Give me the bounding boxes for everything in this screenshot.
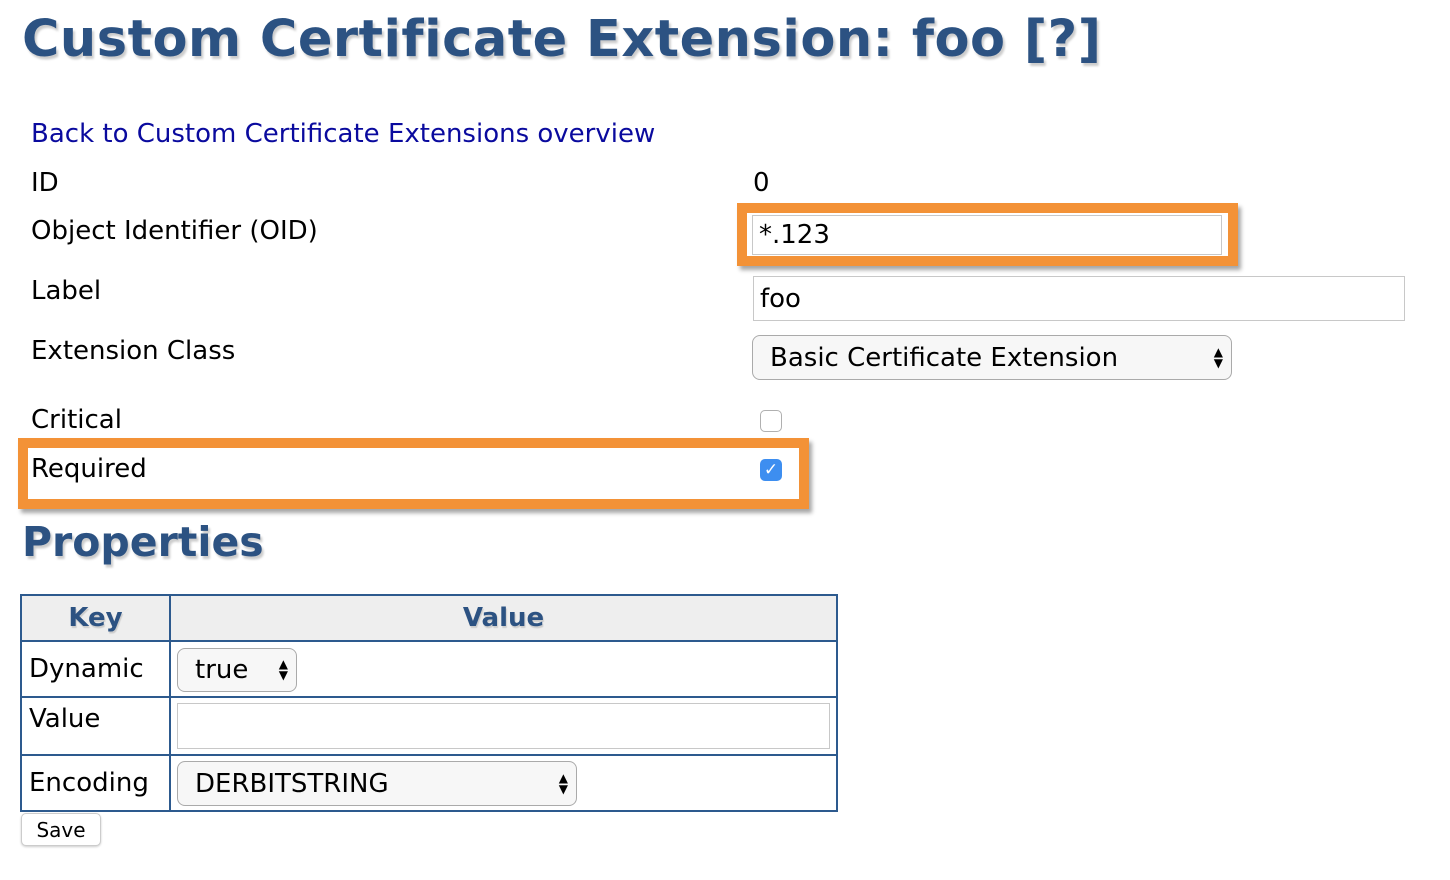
row-key: Dynamic — [20, 640, 171, 698]
value-column-header: Value — [169, 594, 838, 642]
checkmark-icon: ✓ — [763, 460, 779, 480]
oid-label: Object Identifier (OID) — [31, 216, 318, 246]
extension-class-select[interactable]: Basic Certificate Extension ▲ ▼ — [752, 335, 1232, 380]
required-highlight-box — [18, 438, 809, 509]
value-input[interactable] — [177, 703, 830, 749]
row-value-cell: DERBITSTRING ▲ ▼ — [169, 754, 838, 812]
label-input[interactable]: foo — [753, 276, 1405, 321]
page-title: Custom Certificate Extension: foo [?] — [22, 10, 1102, 69]
select-arrows-icon: ▲ ▼ — [558, 770, 568, 796]
select-arrows-icon: ▲ ▼ — [1213, 344, 1223, 370]
key-column-header: Key — [20, 594, 171, 642]
dynamic-select[interactable]: true ▲ ▼ — [177, 648, 297, 692]
critical-label: Critical — [31, 405, 122, 435]
label-label: Label — [31, 276, 102, 306]
row-value-cell: true ▲ ▼ — [169, 640, 838, 698]
label-input-value: foo — [760, 283, 801, 314]
id-label: ID — [31, 168, 59, 198]
row-value-cell — [169, 696, 838, 756]
dynamic-value: true — [195, 655, 249, 685]
required-label: Required — [31, 454, 147, 484]
table-header-row: Key Value — [20, 594, 838, 642]
oid-input[interactable]: *.123 — [752, 215, 1222, 255]
encoding-select[interactable]: DERBITSTRING ▲ ▼ — [177, 761, 577, 806]
encoding-value: DERBITSTRING — [195, 768, 389, 799]
required-checkbox[interactable]: ✓ — [760, 459, 782, 481]
extension-class-value: Basic Certificate Extension — [770, 342, 1119, 373]
row-key: Encoding — [20, 754, 171, 812]
save-button[interactable]: Save — [21, 813, 101, 846]
properties-table: Key Value Dynamic true ▲ ▼ Value Encoding… — [20, 594, 838, 812]
critical-checkbox[interactable] — [760, 410, 782, 432]
id-value: 0 — [753, 168, 770, 198]
back-to-overview-link[interactable]: Back to Custom Certificate Extensions ov… — [31, 119, 656, 149]
select-arrows-icon: ▲ ▼ — [278, 657, 288, 682]
properties-heading: Properties — [22, 518, 264, 566]
oid-input-value: *.123 — [759, 220, 830, 250]
table-row: Value — [20, 696, 838, 756]
table-row: Encoding DERBITSTRING ▲ ▼ — [20, 754, 838, 812]
row-key: Value — [20, 696, 171, 756]
oid-highlight-box — [737, 203, 1238, 266]
extension-class-label: Extension Class — [31, 336, 236, 366]
table-row: Dynamic true ▲ ▼ — [20, 640, 838, 698]
